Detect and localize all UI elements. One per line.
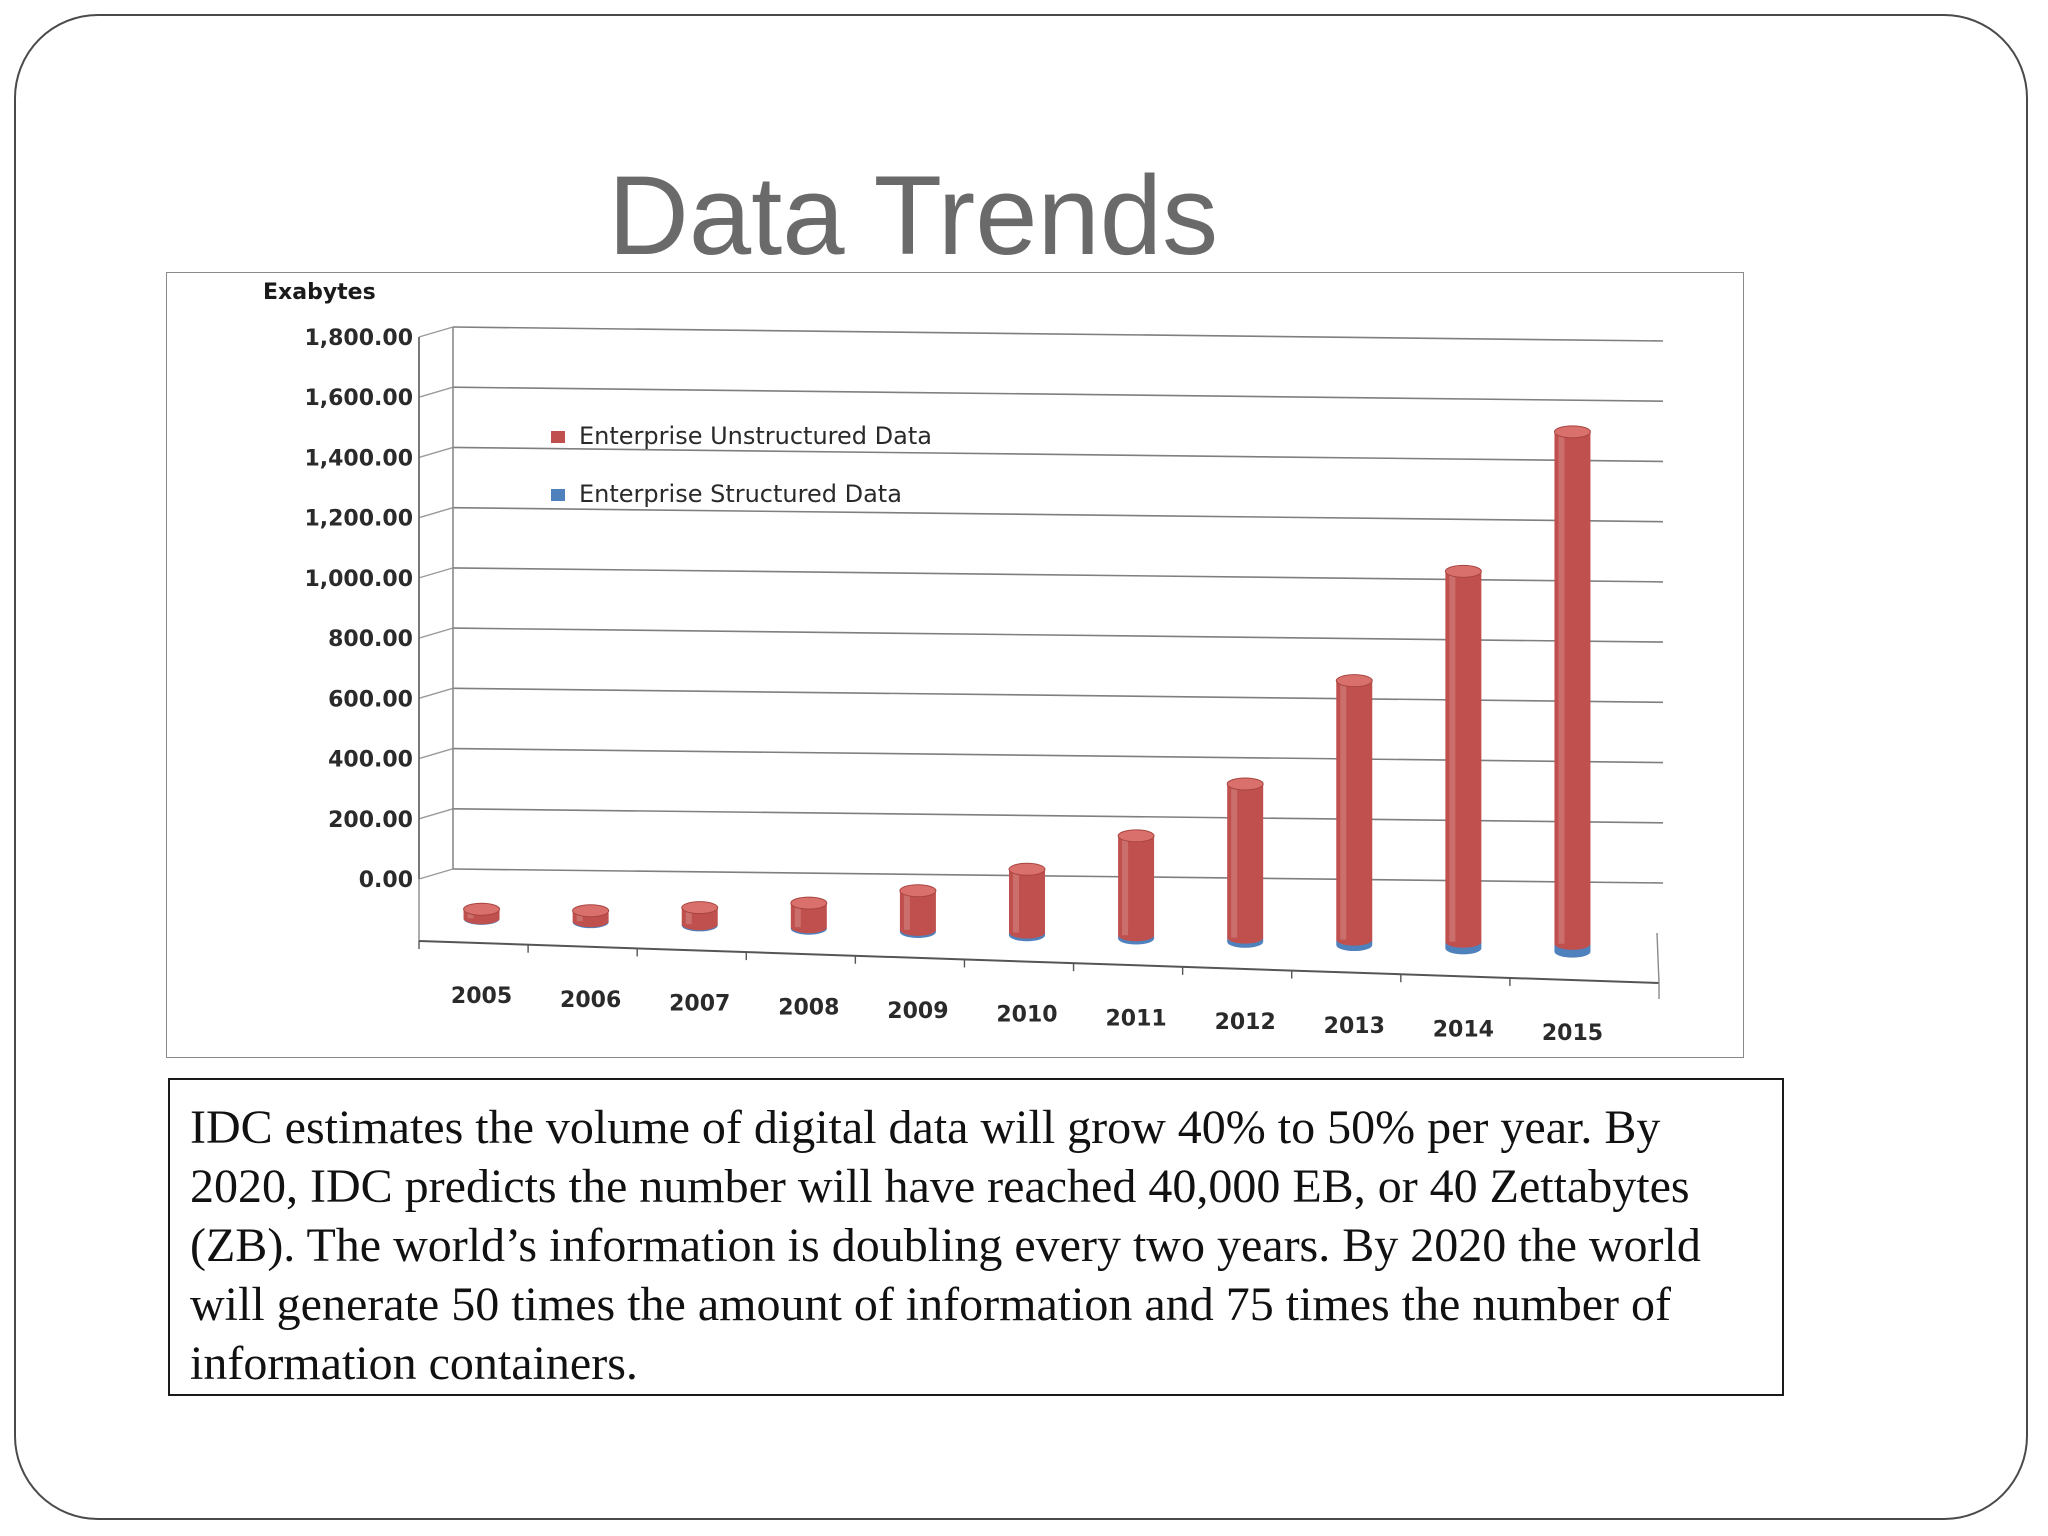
gridline	[452, 627, 1664, 643]
bar-2006	[572, 904, 610, 929]
x-tick-label: 2010	[996, 1003, 1057, 1028]
bar-2011	[1117, 829, 1155, 945]
bar-unstructured-2013	[1336, 680, 1373, 946]
bar-cap	[1444, 564, 1482, 578]
legend-swatch-unstructured	[551, 431, 565, 443]
gridline	[452, 446, 1664, 463]
bar-cap	[1553, 425, 1591, 439]
x-tick-label: 2006	[560, 988, 621, 1013]
y-tick-label: 600.00	[328, 687, 413, 712]
x-tick-label: 2005	[451, 984, 512, 1009]
chart-svg: 0.00 200.00 400.00 600.00 800.00 1,000.00 1,20…	[263, 280, 1664, 1046]
bar-2007	[681, 901, 719, 932]
x-tick-label: 2011	[1105, 1006, 1166, 1031]
floor-edge-right	[1656, 932, 1660, 984]
bar-cap	[1335, 674, 1373, 688]
x-axis	[418, 940, 1660, 984]
bar-highlight	[685, 907, 692, 925]
bar-cap	[572, 904, 610, 918]
bar-2014	[1444, 564, 1482, 955]
bar-highlight	[1231, 784, 1238, 938]
gridline-side	[418, 808, 454, 820]
x-tick-label: 2007	[669, 992, 730, 1017]
slide-title: Data Trends	[608, 153, 1219, 278]
gridline-side	[418, 747, 454, 760]
bar-cap	[1226, 777, 1264, 791]
gridline	[452, 506, 1664, 523]
bar-2012	[1226, 777, 1264, 948]
x-tick-label: 2014	[1433, 1018, 1494, 1043]
gridline-side	[418, 506, 454, 519]
bar-2009	[899, 884, 937, 938]
gridline-side	[418, 386, 454, 398]
bar-highlight	[1449, 571, 1456, 942]
x-tick-labels: 2005 2006 2007 2008 2009 2010 2011 2012 2013 2014…	[451, 984, 1603, 1046]
bar-unstructured-2011	[1118, 835, 1155, 942]
gridline-side	[418, 687, 454, 700]
gridline	[452, 326, 1664, 342]
bar-unstructured-2010	[1009, 869, 1045, 939]
bar-highlight	[1340, 680, 1347, 940]
caption-text: IDC estimates the volume of digital data…	[190, 1101, 1701, 1390]
y-tick-label: 1,800.00	[304, 326, 413, 351]
bar-unstructured-2012	[1227, 784, 1264, 944]
gridline	[452, 687, 1664, 704]
bar-cap	[790, 896, 828, 910]
legend-label-structured: Enterprise Structured Data	[579, 480, 902, 508]
bar-unstructured-2009	[899, 890, 936, 936]
bar-unstructured-2008	[790, 903, 827, 934]
bar-2013	[1335, 674, 1373, 952]
bar-highlight	[1013, 869, 1019, 933]
y-tick-label: 1,400.00	[304, 446, 413, 471]
bars	[463, 425, 1591, 958]
legend-label-unstructured: Enterprise Unstructured Data	[579, 422, 932, 450]
y-axis-title: Exabytes	[263, 280, 376, 305]
bar-cap	[463, 902, 501, 916]
gridline	[452, 868, 1664, 884]
y-tick-labels: 0.00 200.00 400.00 600.00 800.00 1,000.00 1,20…	[304, 326, 413, 893]
bar-highlight	[903, 890, 910, 930]
x-tick-label: 2008	[778, 995, 839, 1020]
y-tick-label: 1,000.00	[304, 567, 413, 592]
gridline	[452, 386, 1664, 403]
y-tick-label: 400.00	[328, 748, 413, 773]
gridline	[452, 747, 1664, 764]
gridline-side	[418, 567, 454, 579]
legend: Enterprise Unstructured Data Enterprise …	[551, 422, 932, 508]
bar-cap	[899, 884, 937, 898]
y-tick-label: 800.00	[328, 627, 413, 652]
y-tick-label: 1,200.00	[304, 507, 413, 532]
bar-cap	[1008, 862, 1046, 876]
x-tick-label: 2012	[1215, 1010, 1276, 1035]
x-tick-label: 2013	[1324, 1014, 1385, 1039]
caption-box: IDC estimates the volume of digital data…	[168, 1078, 1784, 1396]
y-tick-label: 0.00	[359, 868, 413, 893]
bar-2008	[790, 896, 828, 935]
gridline-side	[418, 627, 454, 639]
bar-highlight	[1558, 431, 1565, 944]
y-tick-label: 1,600.00	[304, 386, 413, 411]
bar-2005	[463, 902, 501, 925]
bar-cap	[1117, 829, 1155, 843]
gridline	[452, 807, 1664, 824]
legend-swatch-structured	[551, 489, 565, 501]
bar-unstructured-2014	[1445, 571, 1482, 948]
x-tick-label: 2009	[887, 999, 948, 1024]
gridline-side	[418, 868, 454, 880]
bar-highlight	[1122, 835, 1129, 936]
bar-2015	[1553, 425, 1591, 958]
x-tick-label: 2015	[1542, 1021, 1603, 1046]
chart: 0.00 200.00 400.00 600.00 800.00 1,000.00 1,20…	[166, 272, 1744, 1058]
bar-highlight	[794, 903, 801, 928]
y-tick-label: 200.00	[328, 808, 413, 833]
gridline-side	[418, 446, 454, 459]
axes	[418, 327, 1660, 999]
bar-unstructured-2015	[1554, 431, 1591, 950]
bar-cap	[681, 901, 719, 915]
bar-2010	[1008, 862, 1046, 942]
gridline-side	[418, 326, 454, 338]
